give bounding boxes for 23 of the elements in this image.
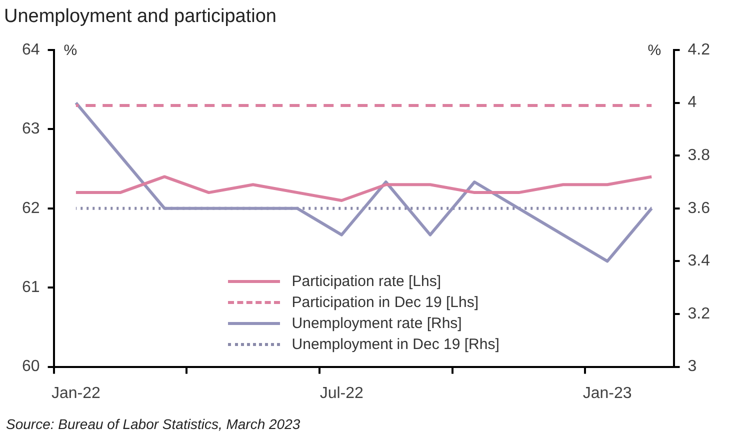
y-tick-label: 64 — [22, 41, 40, 58]
legend-label: Participation rate [Lhs] — [292, 272, 442, 290]
y2-axis-title: % — [648, 42, 662, 59]
y-tick-label: 61 — [22, 279, 40, 296]
legend-label: Unemployment in Dec 19 [Rhs] — [292, 336, 500, 353]
y-tick-label: 63 — [22, 120, 40, 138]
y-axis-title: % — [64, 42, 78, 59]
y2-tick-label: 3.4 — [688, 252, 710, 270]
y-tick-label: 62 — [22, 200, 40, 217]
y2-tick-label: 4.2 — [688, 41, 710, 58]
source-note: Source: Bureau of Labor Statistics, March 2023 — [6, 416, 300, 432]
y2-tick-label: 3 — [688, 358, 697, 376]
x-tick-label: Jan-23 — [582, 384, 632, 402]
y2-tick-label: 3.6 — [688, 200, 710, 217]
x-tick-label: Jan-22 — [51, 384, 100, 402]
chart-title: Unemployment and participation — [4, 6, 276, 28]
y2-tick-label: 3.8 — [688, 147, 710, 164]
legend-label: Unemployment rate [Rhs] — [292, 314, 462, 332]
x-tick-label: Jul-22 — [320, 384, 364, 402]
y-tick-label: 60 — [22, 358, 40, 376]
y2-tick-label: 4 — [688, 94, 697, 112]
legend-label: Participation in Dec 19 [Lhs] — [292, 294, 479, 311]
y2-tick-label: 3.2 — [688, 305, 710, 322]
